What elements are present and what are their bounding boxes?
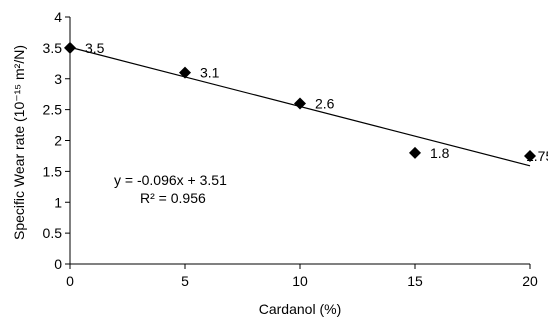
x-tick-label: 0 — [66, 273, 74, 289]
data-point-marker — [294, 97, 306, 110]
data-points — [64, 41, 536, 162]
y-tick-label: 2 — [54, 133, 62, 149]
data-point-marker — [524, 149, 536, 162]
data-point-label: 1.75 — [526, 148, 548, 164]
y-tick-label: 0 — [54, 256, 62, 272]
data-labels: 3.5 3.1 2.6 1.8 1.75 — [85, 40, 548, 164]
data-point-marker — [64, 41, 76, 54]
y-tick-label: 3 — [54, 71, 62, 87]
x-axis-title: Cardanol (%) — [259, 301, 341, 317]
x-tick-label: 10 — [292, 273, 308, 289]
x-tick-label: 20 — [522, 273, 538, 289]
trend-r-squared: R² = 0.956 — [140, 190, 206, 206]
y-tick-label: 1.5 — [43, 163, 63, 179]
x-axis-ticks: 0 5 10 15 20 — [66, 264, 538, 289]
y-tick-label: 2.5 — [43, 102, 63, 118]
y-axis-title: Specific Wear rate (10⁻¹⁵ m²/N) — [11, 45, 27, 240]
data-point-label: 2.6 — [315, 95, 335, 111]
x-tick-label: 5 — [181, 273, 189, 289]
data-point-marker — [409, 146, 421, 159]
y-axis-ticks: 0 0.5 1 1.5 2 2.5 3 3.5 4 — [43, 9, 70, 272]
y-tick-label: 4 — [54, 9, 62, 25]
y-tick-label: 1 — [54, 194, 62, 210]
data-point-label: 3.1 — [200, 65, 220, 81]
y-tick-label: 0.5 — [43, 225, 63, 241]
data-point-label: 3.5 — [85, 40, 105, 56]
trend-equation: y = -0.096x + 3.51 — [114, 172, 227, 188]
y-tick-label: 3.5 — [43, 40, 63, 56]
data-point-label: 1.8 — [430, 145, 450, 161]
data-point-marker — [179, 66, 191, 79]
x-tick-label: 15 — [407, 273, 423, 289]
